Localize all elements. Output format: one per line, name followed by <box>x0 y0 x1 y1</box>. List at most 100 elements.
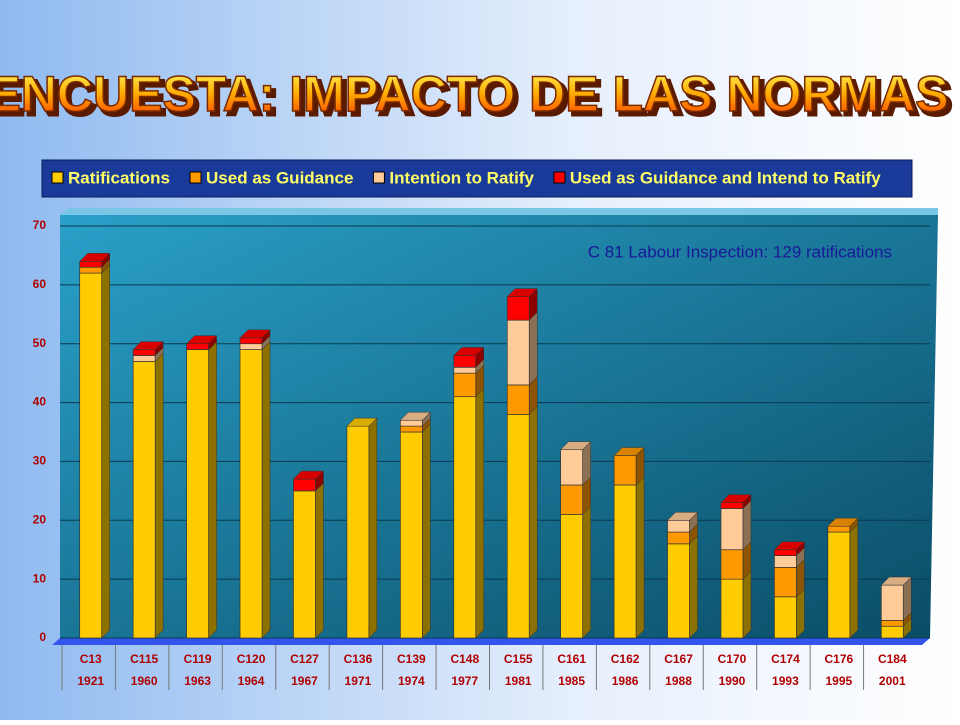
bar-segment <box>720 502 744 509</box>
bar-segment <box>506 319 530 386</box>
bar-top <box>506 288 538 297</box>
bar-top <box>453 347 485 356</box>
bar-top <box>185 335 218 344</box>
legend-box <box>41 159 913 198</box>
bar-side <box>582 505 591 639</box>
bar-top <box>827 517 859 527</box>
x-tick-label: C119 <box>184 652 212 666</box>
bar-segment <box>774 567 797 598</box>
y-tick-label: 0 <box>39 630 46 644</box>
x-tick-label: C120 <box>237 652 266 666</box>
bar-segment <box>827 525 851 533</box>
bar-segment <box>399 425 423 433</box>
bar-side <box>528 405 538 639</box>
bar-segment <box>667 519 690 533</box>
bar-segment <box>79 272 103 639</box>
x-tick-label: C167 <box>664 652 693 666</box>
legend-swatch <box>553 171 566 184</box>
chart-title: ENCUESTA: IMPACTO DE LAS NORMAS <box>0 66 949 122</box>
y-tick-label: 20 <box>33 512 47 526</box>
legend-label: Ratifications <box>68 168 170 187</box>
bar-top <box>880 576 912 586</box>
bar-top <box>613 447 645 456</box>
plot-floor <box>52 638 930 645</box>
bar-segment <box>720 549 744 580</box>
x-tick-label: 1963 <box>184 674 211 688</box>
bar-segment <box>774 596 797 639</box>
x-tick-label: C184 <box>878 652 907 666</box>
bar-segment <box>774 555 797 568</box>
x-tick-label: C148 <box>450 652 479 666</box>
bar-segment <box>293 478 316 492</box>
bar-segment <box>560 484 584 515</box>
bar-side <box>635 476 645 639</box>
bar-segment <box>453 355 477 368</box>
bar-segment <box>399 431 423 639</box>
bar-top <box>239 329 271 339</box>
bar-segment <box>613 484 637 639</box>
y-tick-label: 10 <box>33 571 47 585</box>
bar-segment <box>186 349 209 639</box>
bar-segment <box>560 514 584 639</box>
x-tick-label: C115 <box>130 652 158 666</box>
bar-side <box>422 423 431 639</box>
annotation: C 81 Labour Inspection: 129 ratification… <box>588 242 892 261</box>
x-tick-label: C162 <box>611 652 640 666</box>
bar-segment <box>720 578 744 639</box>
x-tick-label: C13 <box>80 652 102 666</box>
bar-segment <box>453 372 477 398</box>
bar-segment <box>720 508 744 551</box>
x-tick-label: 1993 <box>772 674 799 688</box>
bar-top <box>346 417 378 427</box>
bar-segment <box>239 349 263 639</box>
x-tick-label: 1981 <box>505 674 532 688</box>
bar-side <box>528 311 538 386</box>
x-tick-label: 1974 <box>398 674 425 688</box>
bar-segment <box>79 260 103 268</box>
x-tick-label: C174 <box>771 652 800 666</box>
legend-swatch <box>189 171 202 184</box>
bar-top <box>720 494 752 503</box>
x-tick-label: 1960 <box>131 674 158 688</box>
x-tick-label: C170 <box>718 652 747 666</box>
bar-segment <box>132 349 156 356</box>
bar-segment <box>506 413 530 639</box>
bar-top <box>560 441 592 450</box>
bar-side <box>689 535 698 639</box>
bar-segment <box>880 625 904 639</box>
bar-side <box>742 499 752 551</box>
y-tick-label: 40 <box>33 395 47 409</box>
y-tick-label: 30 <box>33 454 47 468</box>
bar-segment <box>560 449 584 486</box>
plot-area <box>60 215 938 638</box>
bar-side <box>368 417 378 639</box>
x-tick-label: 1967 <box>291 674 318 688</box>
bar-side <box>742 570 752 639</box>
x-tick-label: C155 <box>504 652 533 666</box>
bar-side <box>101 264 110 639</box>
bar-segment <box>132 361 156 639</box>
y-tick-label: 60 <box>33 277 47 291</box>
x-tick-label: 1964 <box>238 674 265 688</box>
x-tick-label: C136 <box>344 652 373 666</box>
x-tick-label: 1971 <box>345 674 372 688</box>
x-tick-label: C161 <box>557 652 586 666</box>
bar-segment <box>453 366 477 374</box>
x-tick-label: 1986 <box>612 674 639 688</box>
bar-segment <box>667 531 690 545</box>
bar-side <box>208 340 217 639</box>
bar-top <box>292 470 325 480</box>
bar-segment <box>239 343 263 350</box>
x-tick-label: C127 <box>290 652 319 666</box>
legend-swatch <box>372 171 385 184</box>
x-tick-label: 1990 <box>719 674 746 688</box>
bar-segment <box>613 455 637 486</box>
bar-side <box>475 388 485 639</box>
x-tick-label: 1995 <box>825 674 852 688</box>
bar-segment <box>293 490 316 639</box>
bar-segment <box>453 396 477 639</box>
bar-segment <box>667 543 690 639</box>
bar-segment <box>79 266 103 274</box>
